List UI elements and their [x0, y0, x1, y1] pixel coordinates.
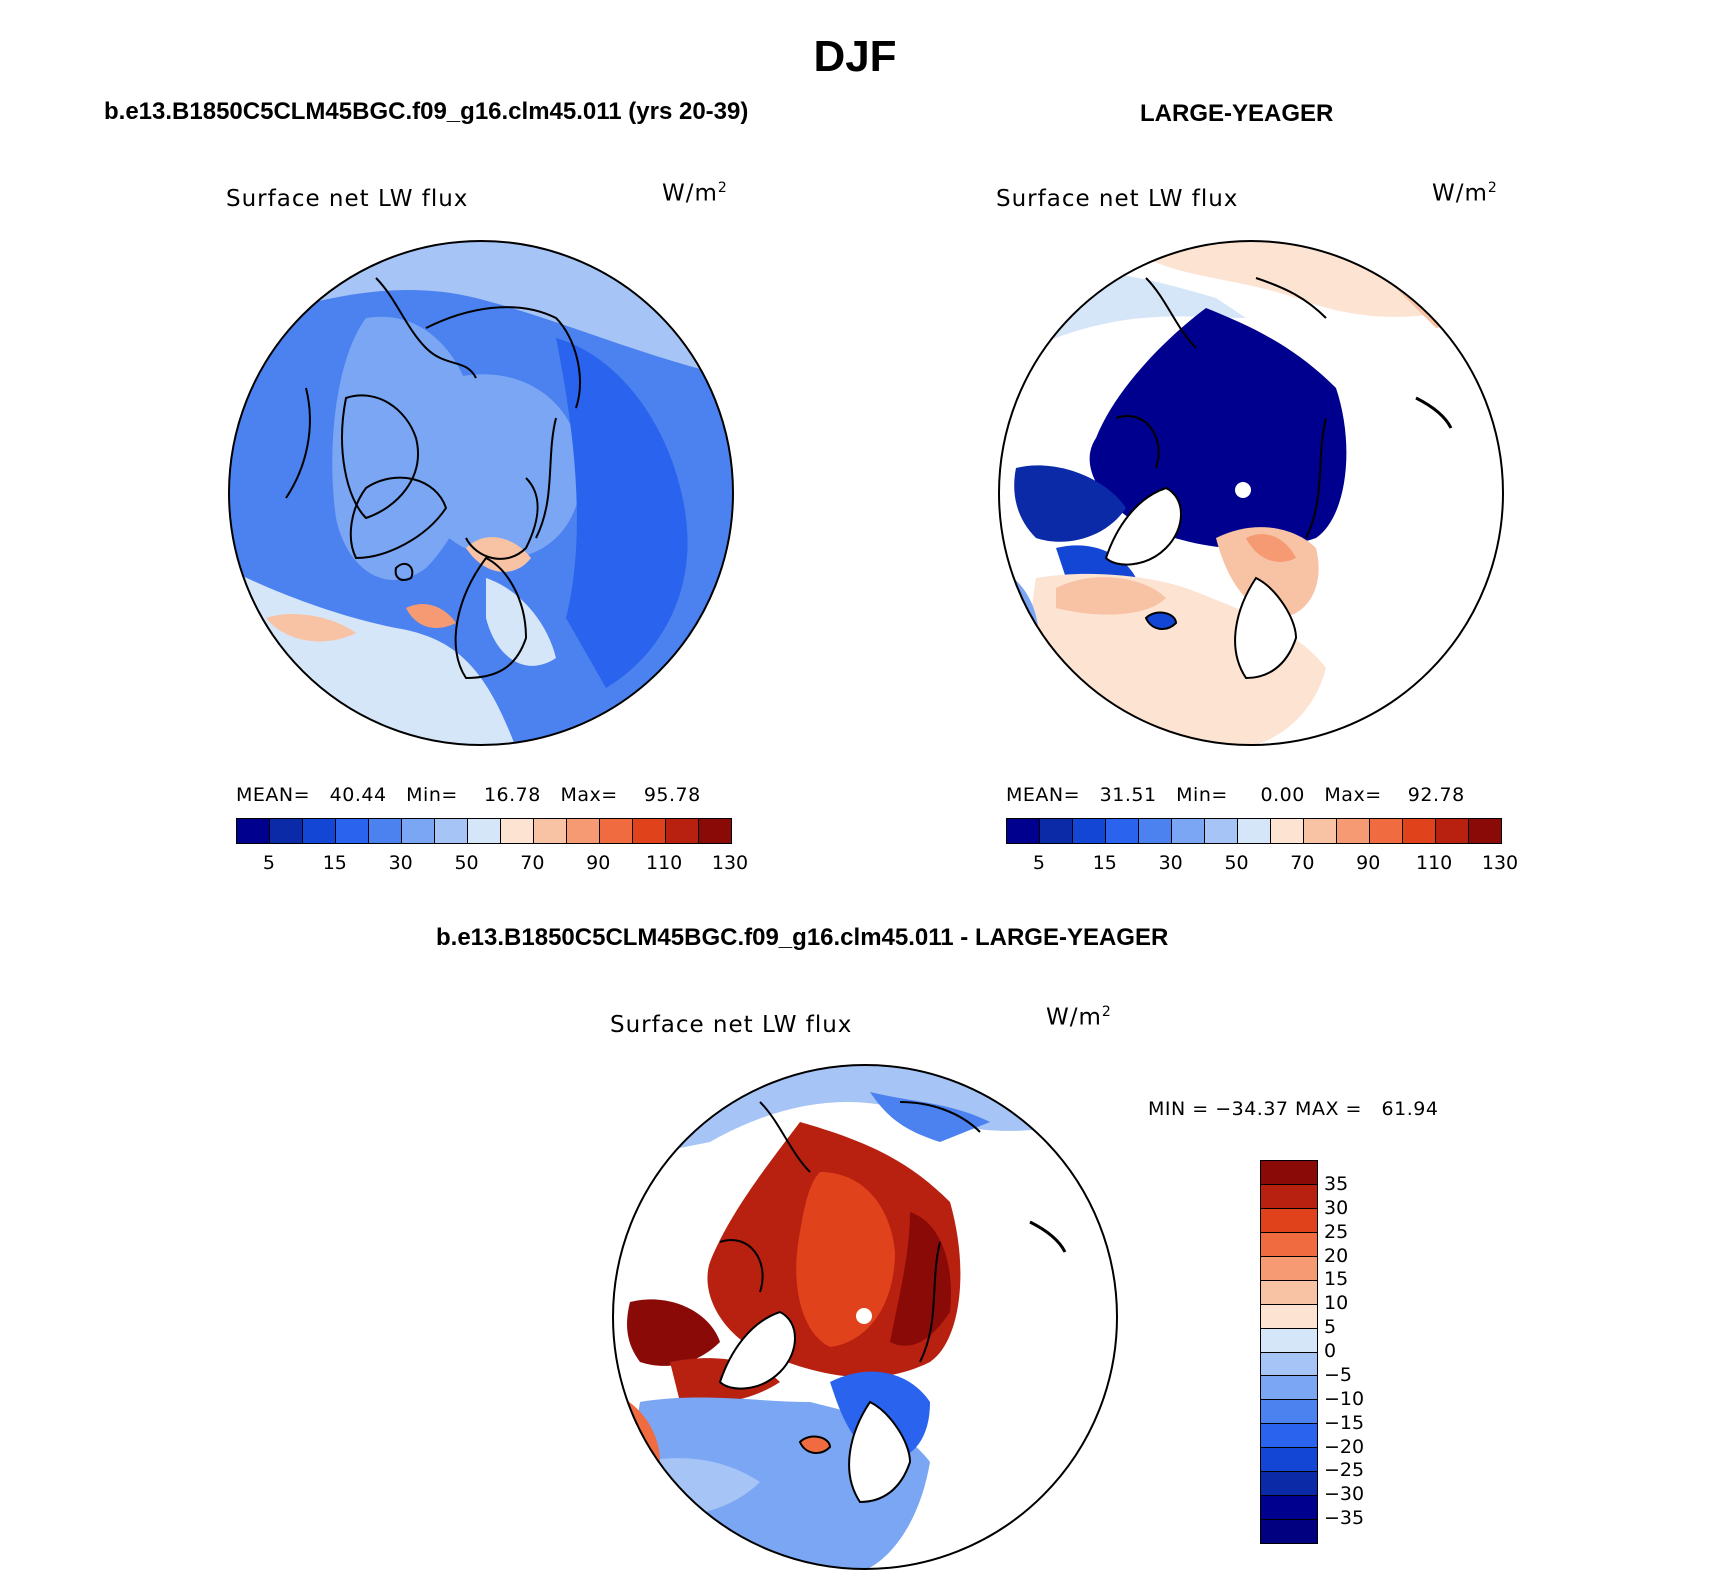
panel-1-polar-map: [228, 240, 734, 746]
colorbar-swatch: [1261, 1520, 1317, 1543]
colorbar-swatch: [1261, 1472, 1317, 1497]
diff-panel-minmax: MIN = −34.37 MAX = 61.94: [1148, 1098, 1439, 1120]
diff-panel-colorbar: [1260, 1160, 1318, 1544]
colorbar-swatch: [1073, 819, 1106, 843]
panel-1-stats: MEAN= 40.44 Min= 16.78 Max= 95.78: [236, 784, 701, 806]
diff-panel-title: b.e13.B1850C5CLM45BGC.f09_g16.clm45.011 …: [436, 924, 1169, 951]
colorbar-swatch: [1261, 1376, 1317, 1401]
colorbar-tick-label: 20: [1324, 1244, 1349, 1267]
colorbar-tick-label: 30: [1324, 1196, 1349, 1219]
panel-1-plot-label: Surface net LW flux: [226, 186, 469, 212]
panel-1-unit: W/m2: [662, 180, 728, 207]
colorbar-swatch: [1469, 819, 1501, 843]
panel-1-colorbar: [236, 818, 732, 844]
colorbar-swatch: [1304, 819, 1337, 843]
panel-2-polar-map: [998, 240, 1504, 746]
colorbar-tick-label: −30: [1324, 1483, 1365, 1506]
colorbar-tick-label: 50: [454, 852, 479, 874]
colorbar-swatch: [402, 819, 435, 843]
colorbar-tick-label: −25: [1324, 1459, 1365, 1482]
colorbar-swatch: [1106, 819, 1139, 843]
colorbar-swatch: [468, 819, 501, 843]
colorbar-swatch: [435, 819, 468, 843]
colorbar-swatch: [1261, 1280, 1317, 1305]
colorbar-tick-label: −5: [1324, 1363, 1353, 1386]
colorbar-tick-label: 50: [1224, 852, 1249, 874]
colorbar-tick-label: 70: [1290, 852, 1315, 874]
colorbar-tick-label: −10: [1324, 1387, 1365, 1410]
colorbar-tick-label: −35: [1324, 1507, 1365, 1530]
colorbar-tick-label: 15: [1324, 1268, 1349, 1291]
panel-2-colorbar: [1006, 818, 1502, 844]
panel-2-plot-label: Surface net LW flux: [996, 186, 1239, 212]
colorbar-tick-label: 10: [1324, 1292, 1349, 1315]
colorbar-swatch: [1337, 819, 1370, 843]
panel-2-stats: MEAN= 31.51 Min= 0.00 Max= 92.78: [1006, 784, 1465, 806]
colorbar-tick-label: 5: [1324, 1316, 1337, 1339]
diff-panel-unit: W/m2: [1046, 1004, 1112, 1031]
colorbar-swatch: [1261, 1232, 1317, 1257]
panel-1-title: b.e13.B1850C5CLM45BGC.f09_g16.clm45.011 …: [104, 98, 749, 125]
colorbar-swatch: [1238, 819, 1271, 843]
colorbar-swatch: [1007, 819, 1040, 843]
colorbar-tick-label: 25: [1324, 1220, 1349, 1243]
colorbar-swatch: [1436, 819, 1469, 843]
colorbar-swatch: [1261, 1208, 1317, 1233]
colorbar-swatch: [567, 819, 600, 843]
colorbar-tick-label: 130: [1481, 852, 1519, 874]
colorbar-swatch: [1403, 819, 1436, 843]
colorbar-tick-label: 70: [520, 852, 545, 874]
panel-2-title: LARGE-YEAGER: [1140, 100, 1334, 127]
colorbar-tick-label: 15: [1092, 852, 1117, 874]
colorbar-tick-label: 110: [1415, 852, 1453, 874]
colorbar-swatch: [699, 819, 731, 843]
colorbar-tick-label: 0: [1324, 1340, 1337, 1362]
colorbar-swatch: [1261, 1161, 1317, 1185]
colorbar-swatch: [600, 819, 633, 843]
colorbar-tick-label: 90: [1356, 852, 1381, 874]
colorbar-swatch: [1261, 1496, 1317, 1521]
colorbar-tick-label: 5: [262, 852, 275, 874]
colorbar-swatch: [1040, 819, 1073, 843]
colorbar-swatch: [666, 819, 699, 843]
colorbar-swatch: [1261, 1424, 1317, 1449]
panel-2-unit: W/m2: [1432, 180, 1498, 207]
colorbar-swatch: [1172, 819, 1205, 843]
colorbar-tick-label: 5: [1032, 852, 1045, 874]
colorbar-swatch: [369, 819, 402, 843]
colorbar-tick-label: 15: [322, 852, 347, 874]
colorbar-swatch: [1261, 1328, 1317, 1353]
colorbar-tick-label: −20: [1324, 1435, 1365, 1458]
colorbar-tick-label: −15: [1324, 1411, 1365, 1434]
colorbar-swatch: [237, 819, 270, 843]
colorbar-swatch: [1261, 1448, 1317, 1473]
colorbar-swatch: [1139, 819, 1172, 843]
colorbar-tick-label: 30: [1158, 852, 1183, 874]
colorbar-swatch: [633, 819, 666, 843]
colorbar-tick-label: 35: [1324, 1172, 1349, 1195]
colorbar-swatch: [1370, 819, 1403, 843]
main-title: DJF: [813, 32, 897, 81]
colorbar-swatch: [1205, 819, 1238, 843]
colorbar-tick-label: 30: [388, 852, 413, 874]
colorbar-swatch: [270, 819, 303, 843]
colorbar-tick-label: 130: [711, 852, 749, 874]
colorbar-swatch: [1261, 1304, 1317, 1329]
colorbar-swatch: [1261, 1352, 1317, 1377]
diff-panel-plot-label: Surface net LW flux: [610, 1012, 853, 1038]
colorbar-tick-label: 110: [645, 852, 683, 874]
diff-panel-polar-map: [612, 1064, 1118, 1570]
colorbar-swatch: [1271, 819, 1304, 843]
colorbar-swatch: [1261, 1184, 1317, 1209]
colorbar-swatch: [501, 819, 534, 843]
colorbar-tick-label: 90: [586, 852, 611, 874]
colorbar-swatch: [303, 819, 336, 843]
colorbar-swatch: [1261, 1400, 1317, 1425]
colorbar-swatch: [534, 819, 567, 843]
colorbar-swatch: [336, 819, 369, 843]
colorbar-swatch: [1261, 1256, 1317, 1281]
